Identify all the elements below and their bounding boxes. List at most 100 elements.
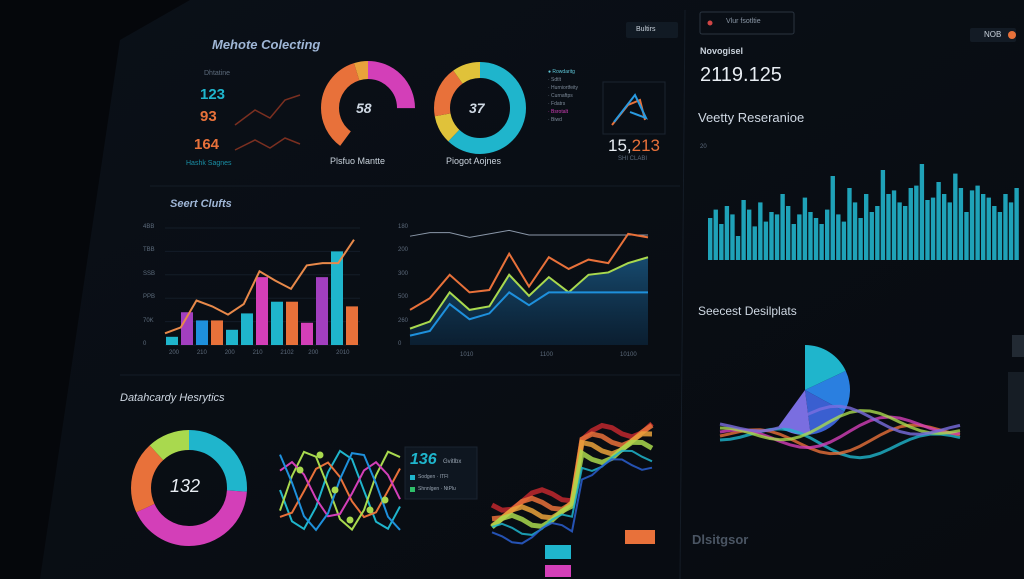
stacked-line (491, 449, 653, 536)
bar (196, 320, 208, 345)
stat-card (602, 81, 666, 135)
bar (808, 212, 813, 260)
donut-segment (321, 61, 415, 155)
bar (981, 194, 986, 260)
bar (825, 209, 830, 260)
bar (741, 200, 746, 260)
scroll-handle[interactable] (1008, 372, 1024, 432)
tick-label: 4BB (143, 224, 155, 230)
bar (786, 206, 791, 260)
stat-caption: SHI CLABI (618, 156, 648, 162)
legend-swatch (410, 475, 415, 480)
bottom-stat-unit: Gvitlbx (443, 459, 462, 465)
dropdown-button[interactable] (626, 22, 678, 38)
bar (758, 202, 763, 260)
kpi-value: 164 (194, 136, 220, 153)
trend-line (164, 239, 355, 335)
bar (763, 221, 769, 260)
data-point (381, 496, 389, 504)
tick-label: 210 (252, 350, 263, 356)
bar (211, 320, 223, 345)
tick-label: 200 (224, 350, 235, 356)
bar (852, 202, 858, 260)
donut-segment (434, 62, 526, 154)
bar (841, 221, 847, 260)
tick-label: 260 (398, 317, 409, 324)
chart-title: Veetty Reseranioe (698, 110, 805, 125)
bar (752, 226, 757, 260)
bar (914, 185, 919, 260)
bottom-stat-row: Shnnlgen · NtPlu (418, 486, 456, 492)
badge-label: NOB (984, 30, 1002, 39)
bar (719, 224, 724, 260)
bar (780, 194, 785, 260)
bar (925, 200, 930, 260)
legend-item: · Biwd (548, 117, 562, 123)
bar (919, 164, 925, 260)
wave-line (719, 415, 961, 450)
bar (791, 224, 796, 260)
bar (969, 190, 975, 260)
legend-item: · Curnaftps (548, 93, 573, 99)
bar (958, 188, 964, 260)
data-point (316, 451, 324, 459)
kpi-caption: Hashk Sagnes (186, 160, 232, 167)
bar (986, 197, 991, 260)
donut-segment (131, 430, 247, 546)
series-line (409, 229, 648, 238)
tick-label: 0 (143, 341, 147, 347)
bar (813, 218, 819, 260)
badge-button[interactable] (970, 28, 1016, 42)
donut-center-label: 37 (469, 100, 485, 116)
legend-swatch (410, 487, 415, 492)
tag (545, 565, 571, 577)
divider (679, 9, 686, 579)
search-input[interactable]: Vlur fsotltie (726, 18, 761, 25)
sparkline-icon (613, 93, 648, 123)
stacked-line (491, 458, 653, 545)
legend-item: · Fdatrs (548, 101, 566, 107)
bar (953, 173, 958, 260)
search-icon (707, 20, 713, 26)
bar (880, 170, 886, 260)
bar (858, 218, 863, 260)
search-box[interactable] (699, 11, 795, 35)
tick-label: 300 (398, 270, 409, 277)
tick-label: 0 (398, 341, 402, 347)
bar (286, 301, 298, 345)
bar (908, 188, 913, 260)
series-line (409, 291, 648, 337)
bar (331, 251, 343, 345)
bar (875, 206, 880, 260)
kpi-sparkline (234, 137, 301, 151)
legend-item: · Bsrotalt (548, 109, 569, 115)
pie-slice (805, 345, 846, 390)
bar (797, 214, 802, 260)
bar (886, 194, 891, 260)
scroll-handle[interactable] (1012, 335, 1024, 357)
stat-value-part: 15, (608, 136, 632, 155)
bar (713, 209, 718, 260)
app-title: Mehote Colecting (212, 37, 321, 52)
legend-item: ● Rowdaritg (548, 69, 575, 75)
tick-label: 1010 (460, 352, 474, 358)
kpi-value: 123 (200, 86, 226, 103)
donut-center-label: 132 (170, 476, 201, 496)
bar (271, 301, 283, 345)
tick-label: 1100 (540, 352, 553, 358)
tick-label: TBB (143, 247, 155, 254)
bar (301, 322, 313, 345)
dropdown-label[interactable]: Bultirs (636, 26, 656, 33)
series-line (279, 449, 401, 531)
bar (897, 202, 902, 260)
notification-icon (1008, 31, 1016, 39)
tick-label: 210 (196, 350, 207, 356)
donut-segment (321, 61, 415, 155)
stat-value-part: 213 (631, 136, 661, 155)
bar (730, 214, 735, 260)
kpi-value: 93 (200, 108, 217, 125)
bar (903, 206, 908, 260)
pie-slice (805, 370, 850, 412)
bar (1003, 194, 1008, 260)
